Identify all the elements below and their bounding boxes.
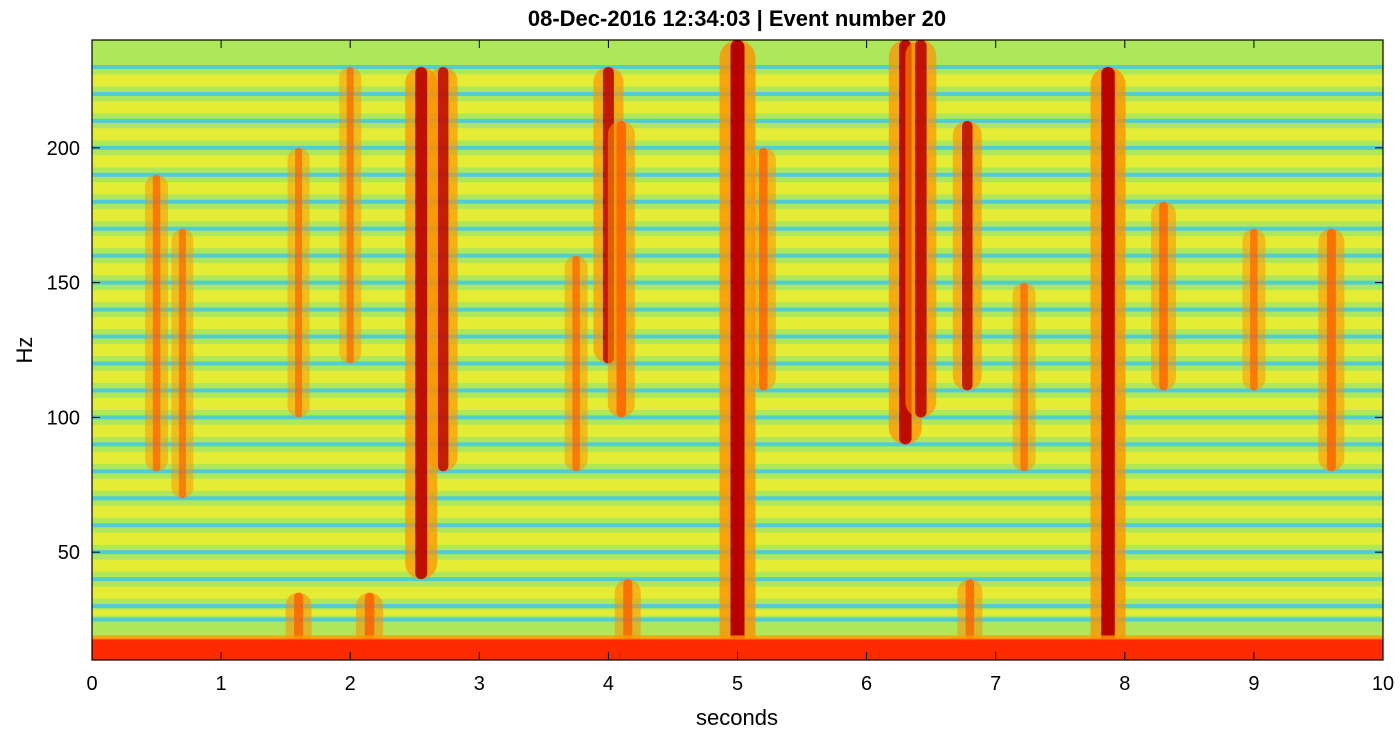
- y-tick-label: 200: [47, 138, 80, 160]
- x-tick-label: 2: [345, 673, 356, 695]
- x-tick-label: 8: [1119, 673, 1130, 695]
- x-tick-label: 5: [732, 673, 743, 695]
- event-core: [437, 66, 449, 472]
- event-core: [1020, 282, 1028, 472]
- event-core: [572, 255, 580, 472]
- y-tick-label: 150: [47, 273, 80, 295]
- x-tick-label: 6: [861, 673, 872, 695]
- low-frequency-band: [92, 638, 1383, 660]
- x-tick-label: 4: [603, 673, 614, 695]
- y-tick-label: 50: [58, 542, 80, 564]
- event-core: [346, 66, 354, 364]
- event-core: [730, 40, 745, 660]
- event-core: [962, 120, 973, 391]
- y-tick-label: 100: [47, 407, 80, 429]
- event-core: [1159, 201, 1168, 391]
- x-axis-label: seconds: [696, 705, 778, 730]
- event-core: [1326, 228, 1336, 472]
- event-core: [415, 66, 428, 580]
- low-band-edge: [92, 635, 1383, 640]
- chart-title: 08-Dec-2016 12:34:03 | Event number 20: [528, 6, 946, 31]
- event-core: [1250, 228, 1258, 391]
- event-core: [616, 120, 627, 418]
- event-core: [152, 174, 161, 472]
- event-core: [965, 579, 975, 647]
- x-tick-label: 3: [474, 673, 485, 695]
- event-core: [295, 147, 303, 418]
- event-core: [364, 592, 375, 647]
- event-core: [1101, 66, 1115, 660]
- event-core: [623, 579, 633, 647]
- event-core: [178, 228, 186, 499]
- x-tick-label: 10: [1372, 673, 1394, 695]
- event-core: [915, 40, 927, 418]
- x-axis: 0 1 2 3 4 5 6 7 8 9 10: [86, 40, 1394, 695]
- x-tick-label: 1: [216, 673, 227, 695]
- y-axis-label: Hz: [12, 337, 37, 364]
- event-core: [759, 147, 768, 391]
- x-tick-label: 7: [990, 673, 1001, 695]
- event-core: [294, 592, 304, 647]
- x-tick-label: 0: [86, 673, 97, 695]
- plot-area: [92, 40, 1383, 660]
- y-axis: 50 100 150 200: [47, 138, 1383, 564]
- x-tick-label: 9: [1248, 673, 1259, 695]
